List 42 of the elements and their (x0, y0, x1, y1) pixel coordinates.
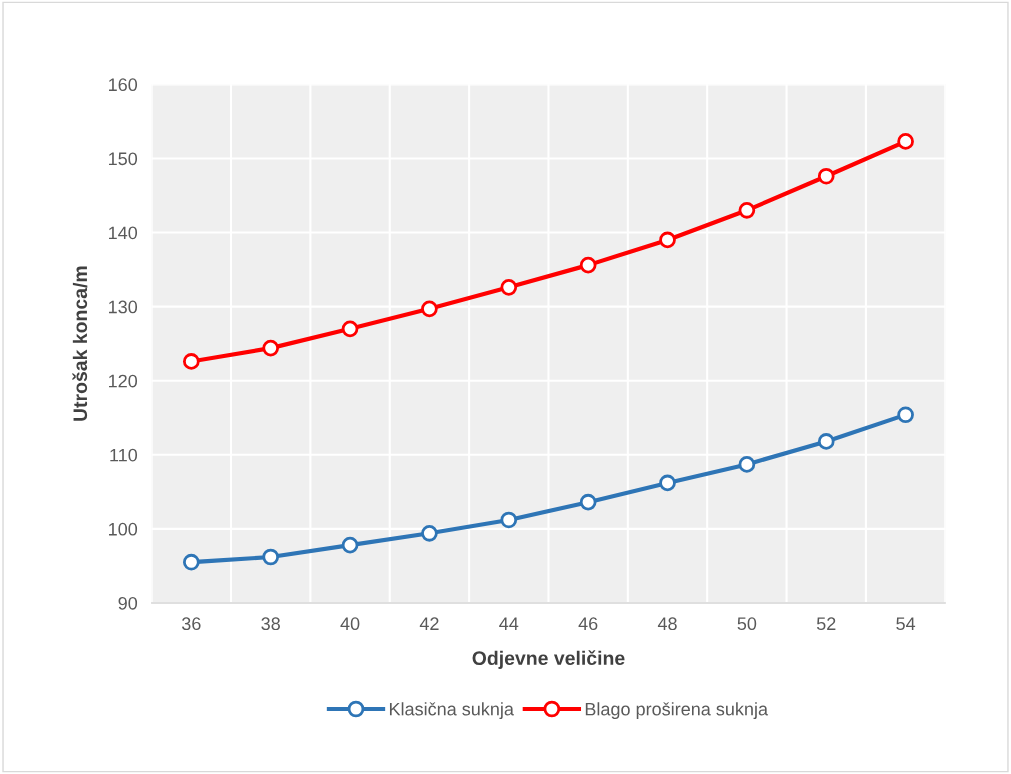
point (341, 320, 359, 338)
legend-label: Klasična suknja (389, 702, 514, 720)
y-tick-label: 160 (109, 78, 138, 92)
y-axis-title: Utrošak konca/m (72, 266, 88, 421)
point (897, 133, 914, 150)
x-tick-label: 44 (499, 617, 519, 630)
point (421, 300, 438, 318)
x-tick-label: 48 (657, 617, 677, 631)
point (183, 353, 200, 370)
x-tick-label: 54 (896, 617, 916, 631)
x-tick-label: 40 (340, 617, 360, 631)
point (341, 536, 359, 554)
y-tick-label: 140 (109, 226, 138, 240)
y-tick-label: 110 (110, 448, 138, 462)
point (262, 339, 280, 357)
x-tick-label: 46 (578, 617, 598, 631)
point (500, 511, 518, 529)
point (579, 256, 597, 274)
y-tick-label: 130 (109, 300, 138, 314)
x-tick-label: 38 (261, 617, 280, 631)
x-axis-title: Odjevne veličine (472, 650, 625, 669)
legend-label: Blago proširena suknja (585, 702, 769, 720)
point (817, 167, 835, 185)
x-tick-label: 42 (419, 617, 439, 630)
point (817, 433, 835, 450)
point (500, 279, 518, 296)
point (183, 553, 200, 571)
y-tick-label: 100 (109, 522, 138, 536)
point (738, 201, 756, 219)
point (659, 474, 676, 492)
x-tick-label: 52 (816, 617, 836, 631)
point (659, 231, 676, 249)
x-tick-label: 50 (737, 617, 757, 631)
point (738, 456, 756, 473)
point (579, 493, 597, 511)
point (897, 406, 914, 424)
point (262, 548, 280, 566)
y-tick-label: 120 (109, 374, 138, 388)
y-tick-label: 150 (109, 152, 138, 166)
y-tick-label: 90 (118, 596, 138, 610)
point (421, 524, 438, 542)
x-tick-label: 36 (181, 617, 201, 631)
